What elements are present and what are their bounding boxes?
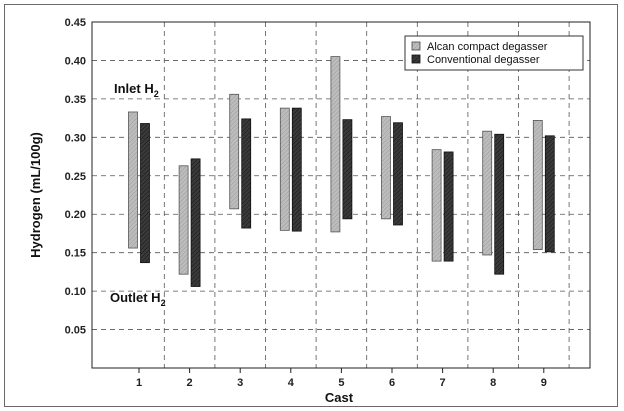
y-tick-label: 0.45 bbox=[65, 17, 86, 29]
bar-conventional bbox=[393, 122, 403, 226]
legend-label-alcan: Alcan compact degasser bbox=[427, 41, 548, 53]
bar-conventional bbox=[291, 107, 302, 232]
x-tick-label: 7 bbox=[440, 377, 446, 389]
bar-alcan bbox=[532, 120, 543, 250]
x-tick-label: 5 bbox=[338, 377, 344, 389]
x-axis-title: Cast bbox=[325, 390, 354, 405]
annotation-outlet-text: Outlet H bbox=[110, 290, 161, 305]
annotation-inlet-text: Inlet H bbox=[114, 81, 154, 96]
bar-alcan bbox=[128, 111, 138, 249]
bar-alcan bbox=[330, 56, 341, 233]
legend-swatch-conventional bbox=[411, 54, 421, 64]
x-tick-label: 3 bbox=[237, 377, 243, 389]
annotation-outlet: Outlet H2 bbox=[110, 290, 166, 308]
y-tick-label: 0.05 bbox=[65, 325, 86, 337]
y-tick-label: 0.20 bbox=[65, 209, 86, 221]
bar-conventional bbox=[190, 158, 201, 287]
bar-alcan bbox=[381, 116, 391, 220]
bar-alcan bbox=[279, 107, 290, 231]
tick-labels: 0.05 0.10 0.15 0.20 0.25 0.30 0.35 0.40 0.45 1 2 3 4… bbox=[65, 17, 547, 389]
y-axis-title: Hydrogen (mL/100g) bbox=[28, 132, 43, 258]
y-tick-label: 0.25 bbox=[65, 171, 86, 183]
bar-alcan bbox=[431, 149, 442, 262]
bar-conventional bbox=[140, 123, 150, 264]
legend-box bbox=[404, 35, 584, 71]
legend-label-conventional: Conventional degasser bbox=[427, 54, 540, 66]
x-tick-label: 8 bbox=[490, 377, 496, 389]
y-tick-label: 0.35 bbox=[65, 94, 86, 106]
x-tick-label: 4 bbox=[288, 377, 295, 389]
x-tick-label: 9 bbox=[541, 377, 547, 389]
bar-alcan bbox=[482, 130, 493, 256]
y-tick-label: 0.30 bbox=[65, 132, 86, 144]
x-tick-label: 6 bbox=[389, 377, 395, 389]
legend: Alcan compact degasser Conventional dega… bbox=[404, 35, 584, 71]
y-tick-label: 0.40 bbox=[65, 55, 86, 67]
bar-alcan bbox=[178, 165, 189, 275]
bar-conventional bbox=[241, 118, 252, 229]
y-tick-label: 0.15 bbox=[65, 248, 86, 260]
annotation-outlet-subscript: 2 bbox=[161, 298, 166, 308]
bar-alcan bbox=[229, 93, 240, 210]
bars bbox=[128, 56, 555, 287]
legend-swatch-alcan bbox=[411, 41, 421, 51]
x-tick-label: 1 bbox=[136, 377, 142, 389]
grid bbox=[92, 21, 590, 368]
annotation-inlet: Inlet H2 bbox=[114, 81, 159, 99]
plot-area-border bbox=[91, 21, 591, 369]
annotation-inlet-subscript: 2 bbox=[154, 89, 159, 99]
x-tick-label: 2 bbox=[187, 377, 193, 389]
bar-conventional bbox=[443, 151, 454, 262]
bar-conventional bbox=[342, 119, 353, 220]
bar-conventional bbox=[494, 133, 505, 275]
chart-frame bbox=[4, 4, 618, 407]
bar-conventional bbox=[544, 135, 555, 253]
y-tick-label: 0.10 bbox=[65, 286, 86, 298]
